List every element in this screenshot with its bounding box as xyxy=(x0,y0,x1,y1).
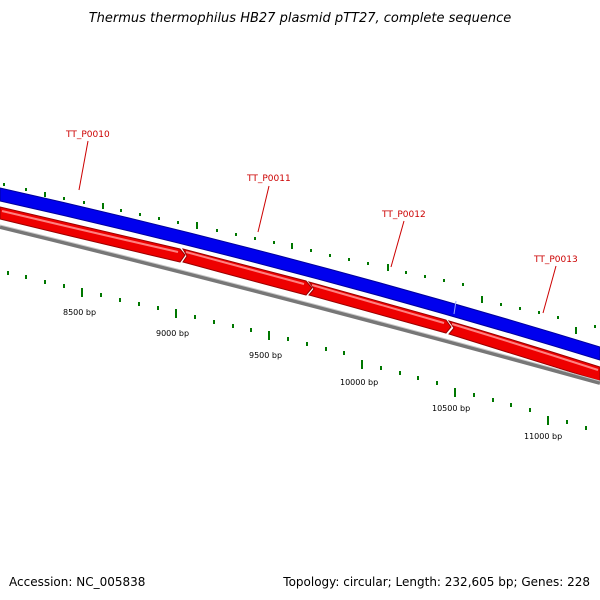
gene-leader-line xyxy=(390,220,405,268)
accession-text: Accession: NC_005838 xyxy=(9,575,145,589)
gene-label: TT_P0011 xyxy=(246,174,291,184)
gene-leader-line xyxy=(257,185,270,233)
backbone-line xyxy=(0,225,600,385)
gene-leader-line xyxy=(542,265,557,314)
gene-leader-line xyxy=(78,140,89,191)
scale-label: 9500 bp xyxy=(249,351,282,360)
scale-label: 11000 bp xyxy=(524,432,562,441)
scale-labels: 8500 bp 9000 bp 9500 bp 10000 bp 10500 b… xyxy=(63,308,562,441)
gene-labels: TT_P0010 TT_P0011 TT_P0012 TT_P0013 xyxy=(65,130,578,314)
reverse-strand-genes xyxy=(0,206,600,382)
scale-label: 10000 bp xyxy=(340,378,378,387)
gene-label: TT_P0012 xyxy=(381,210,426,220)
sequence-summary: Topology: circular; Length: 232,605 bp; … xyxy=(282,575,590,589)
scale-label: 8500 bp xyxy=(63,308,96,317)
map-title: Thermus thermophilus HB27 plasmid pTT27,… xyxy=(89,11,512,26)
reverse-track-highlight xyxy=(1,210,599,371)
scale-label: 10500 bp xyxy=(432,404,470,413)
scale-label: 9000 bp xyxy=(156,329,189,338)
inner-tick-row xyxy=(7,271,587,430)
gene-label: TT_P0013 xyxy=(533,255,578,265)
outer-tick-row xyxy=(3,183,596,334)
forward-track-divider xyxy=(453,300,457,315)
forward-strand-track xyxy=(0,187,600,361)
gene-label: TT_P0010 xyxy=(65,130,110,140)
